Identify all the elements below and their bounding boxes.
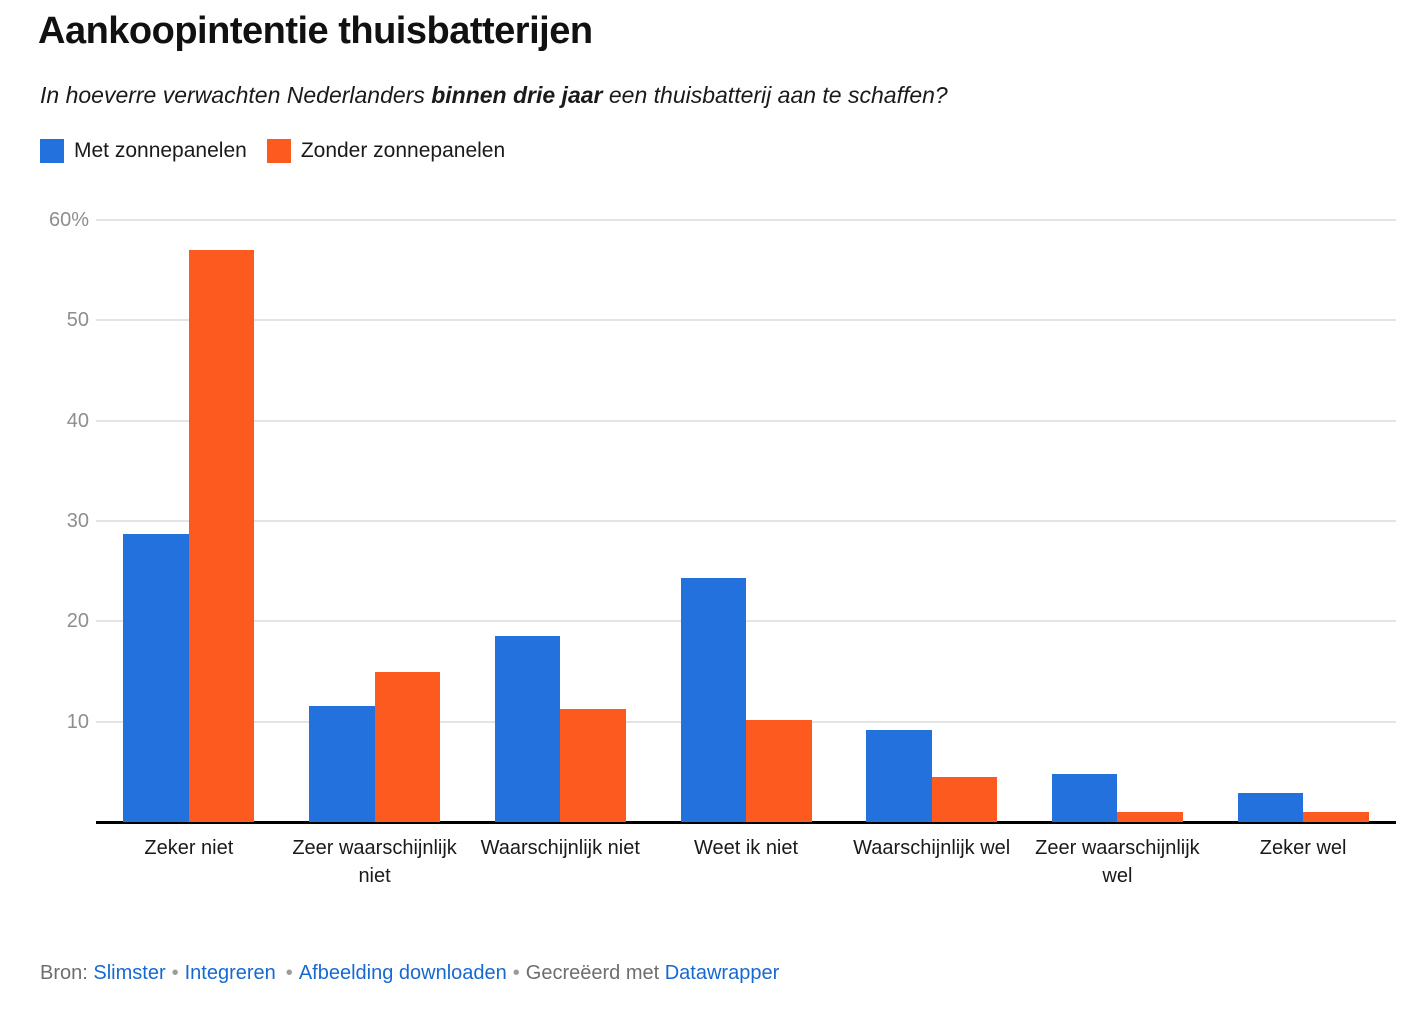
y-tick-label-50: 50 xyxy=(66,309,89,332)
subtitle-suffix: een thuisbatterij aan te schaffen? xyxy=(602,82,948,108)
footer: Bron: Slimster • Integreren • Afbeelding dow… xyxy=(40,962,779,985)
legend-swatch-blue xyxy=(40,139,64,163)
y-tick-label-30: 30 xyxy=(66,510,89,532)
footer-separator: • xyxy=(512,962,520,984)
x-label-zeker-wel: Zeker wel xyxy=(1259,837,1347,859)
x-axis-baseline xyxy=(96,821,1396,824)
gridline-50 xyxy=(96,319,1396,322)
gridline-60 xyxy=(96,219,1396,221)
bar-zonder-zonnepanelen-6 xyxy=(1303,811,1369,822)
x-label-waarschijnlijk-niet: Waarschijnlijk niet xyxy=(480,837,640,859)
footer-separator: • xyxy=(285,962,293,984)
bar-met-zonnepanelen-2 xyxy=(494,636,561,822)
legend: Met zonnepanelen Zonder zonnepanelen xyxy=(40,139,505,163)
gridline-30 xyxy=(96,520,1396,522)
bar-zonder-zonnepanelen-0 xyxy=(188,250,255,822)
x-label-waarschijnlijk-wel: Waarschijnlijk wel xyxy=(853,837,1011,859)
source-label: Bron: xyxy=(40,962,88,984)
bar-zonder-zonnepanelen-5 xyxy=(1117,811,1183,822)
bar-zonder-zonnepanelen-3 xyxy=(746,719,812,822)
embed-link[interactable]: Integreren xyxy=(184,962,276,984)
bar-met-zonnepanelen-1 xyxy=(309,705,375,822)
x-label-zeer-waarschijnlijk-wel: Zeer waarschijnlijk wel xyxy=(1035,837,1200,887)
bar-met-zonnepanelen-6 xyxy=(1237,792,1304,822)
chart-subtitle: In hoeverre verwachten Nederlanders binn… xyxy=(40,82,948,109)
x-label-zeker-niet: Zeker niet xyxy=(144,837,234,859)
download-image-link[interactable]: Afbeelding downloaden xyxy=(298,962,507,984)
x-label-zeer-waarschijnlijk-niet: Zeer waarschijnlijk niet xyxy=(292,837,457,887)
credit-text: Gecreëerd met xyxy=(525,962,660,984)
legend-label: Met zonnepanelen xyxy=(74,139,247,162)
y-tick-label-20: 20 xyxy=(66,610,89,633)
bar-met-zonnepanelen-5 xyxy=(1051,773,1118,822)
gridline-40 xyxy=(96,419,1396,422)
bar-met-zonnepanelen-3 xyxy=(680,578,746,822)
bar-zonder-zonnepanelen-4 xyxy=(931,776,998,822)
bar-zonder-zonnepanelen-1 xyxy=(374,671,441,822)
y-tick-label-40: 40 xyxy=(66,409,89,432)
bar-met-zonnepanelen-0 xyxy=(123,534,189,822)
y-tick-label-10: 10 xyxy=(66,710,89,733)
legend-swatch-orange xyxy=(266,139,291,163)
chart-title: Aankoopintentie thuisbatterijen xyxy=(38,10,593,52)
footer-separator: • xyxy=(171,962,179,984)
y-tick-label-60: 60% xyxy=(48,209,89,231)
bar-met-zonnepanelen-4 xyxy=(866,729,932,822)
gridline-20 xyxy=(96,620,1396,623)
source-link-slimster[interactable]: Slimster xyxy=(93,962,166,984)
subtitle-emphasis: binnen drie jaar xyxy=(431,82,603,108)
legend-item-met-zonnepanelen: Met zonnepanelen xyxy=(40,139,247,163)
legend-label: Zonder zonnepanelen xyxy=(300,139,506,162)
bar-zonder-zonnepanelen-2 xyxy=(560,708,626,822)
legend-item-zonder-zonnepanelen: Zonder zonnepanelen xyxy=(266,139,506,163)
x-label-weet-ik-niet: Weet ik niet xyxy=(693,837,799,859)
subtitle-prefix: In hoeverre verwachten Nederlanders xyxy=(40,82,432,108)
plot-area xyxy=(96,219,1396,824)
datawrapper-link[interactable]: Datawrapper xyxy=(664,962,780,984)
